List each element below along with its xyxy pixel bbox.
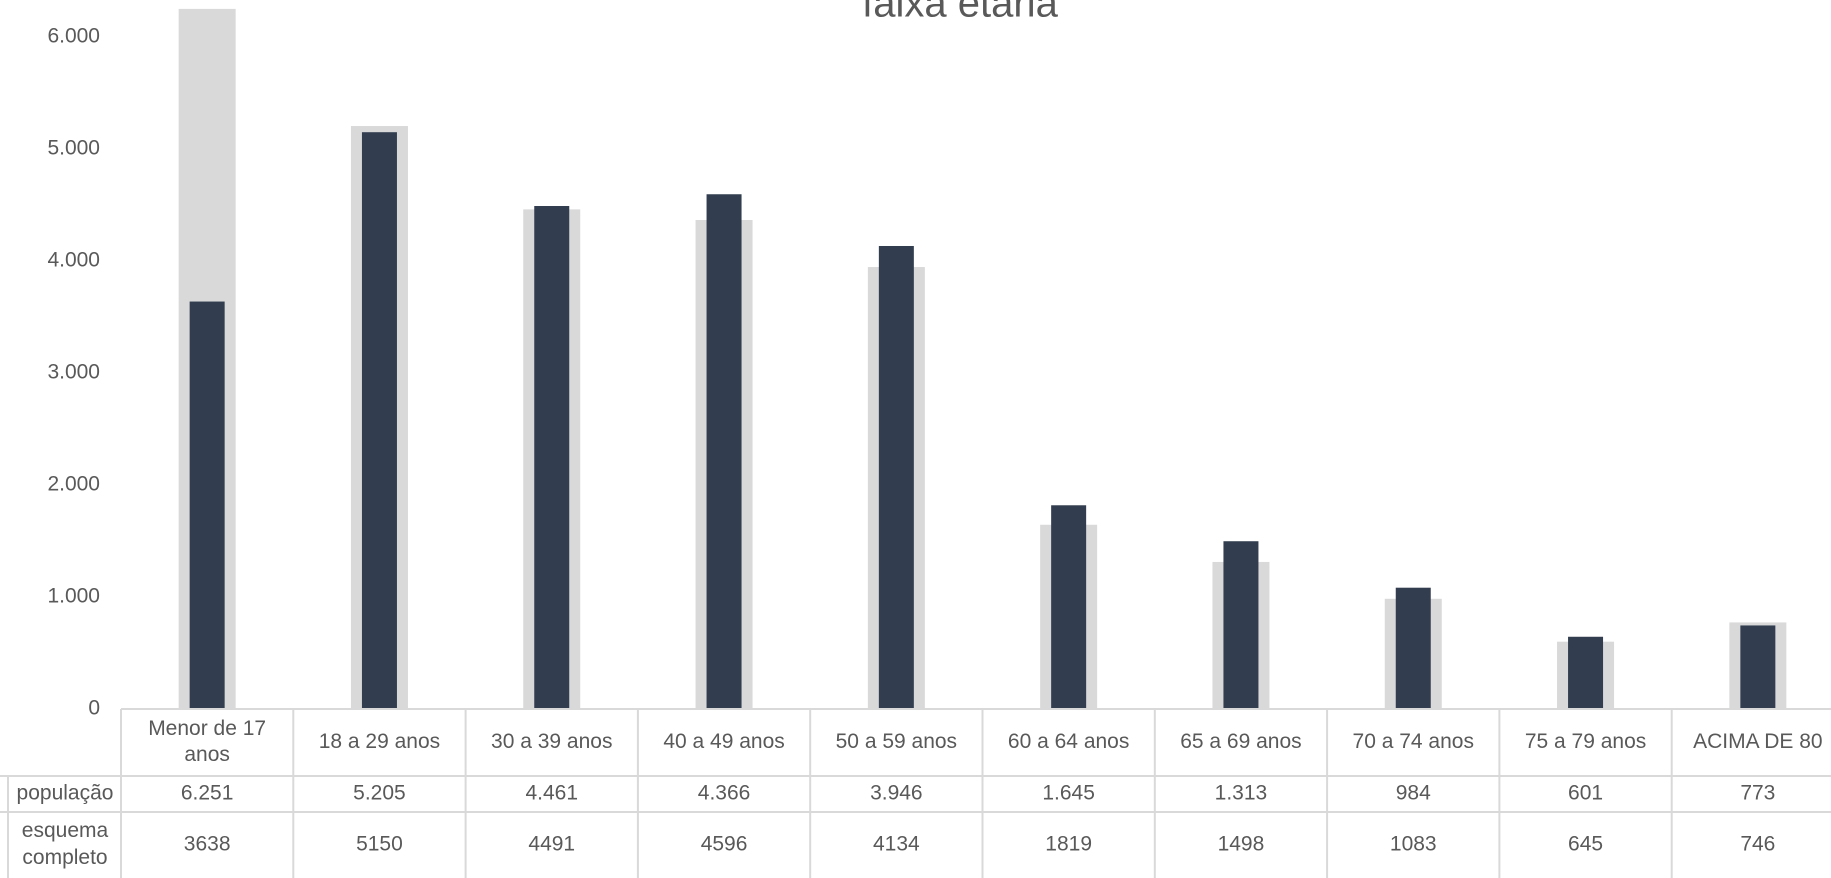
y-tick-label: 6.000 [47,25,100,48]
data-label: 1819 [1045,833,1092,856]
y-tick-label: 1.000 [47,585,100,608]
y-tick-label: 0 [88,697,100,720]
data-label: 645 [1568,833,1603,856]
bar-esquema-completo [1396,588,1431,709]
data-label: 1498 [1218,833,1265,856]
bar-esquema-completo [190,302,225,709]
legend-label: população [17,782,114,805]
legend-label: esquema [22,819,109,842]
bar-esquema-completo [879,246,914,709]
data-label: 773 [1740,782,1775,805]
data-label: 1.313 [1215,782,1268,805]
data-label: 746 [1740,833,1775,856]
x-tick-label: 70 a 74 anos [1353,730,1474,753]
bar-esquema-completo [362,132,397,709]
data-label: 601 [1568,782,1603,805]
x-tick-label: 75 a 79 anos [1525,730,1646,753]
data-label: 4491 [528,833,575,856]
legend-label: completo [22,846,107,869]
x-tick-label: 50 a 59 anos [836,730,957,753]
y-tick-label: 2.000 [47,473,100,496]
data-label: 6.251 [181,782,234,805]
chart-title: faixa etária [862,0,1058,26]
data-label: 3.946 [870,782,923,805]
x-tick-label: anos [184,743,230,766]
data-label: 4134 [873,833,920,856]
data-label: 984 [1396,782,1431,805]
bar-esquema-completo [1051,505,1086,709]
y-tick-label: 5.000 [47,137,100,160]
x-tick-label: ACIMA DE 80 [1693,730,1823,753]
data-label: 5150 [356,833,403,856]
x-tick-label: 65 a 69 anos [1180,730,1301,753]
y-tick-label: 4.000 [47,249,100,272]
x-tick-label: 30 a 39 anos [491,730,612,753]
data-label: 4596 [701,833,748,856]
x-tick-label: 40 a 49 anos [663,730,784,753]
data-label: 1083 [1390,833,1437,856]
bar-esquema-completo [707,194,742,709]
x-tick-label: 60 a 64 anos [1008,730,1129,753]
y-tick-label: 3.000 [47,361,100,384]
data-label: 4.461 [525,782,578,805]
bar-esquema-completo [1740,625,1775,709]
data-label: 1.645 [1042,782,1095,805]
data-label: 5.205 [353,782,406,805]
bar-esquema-completo [534,206,569,709]
bar-esquema-completo [1568,637,1603,709]
data-label: 4.366 [698,782,751,805]
x-tick-label: 18 a 29 anos [319,730,440,753]
x-tick-label: Menor de 17 [148,717,266,740]
bar-esquema-completo [1223,541,1258,709]
data-label: 3638 [184,833,231,856]
